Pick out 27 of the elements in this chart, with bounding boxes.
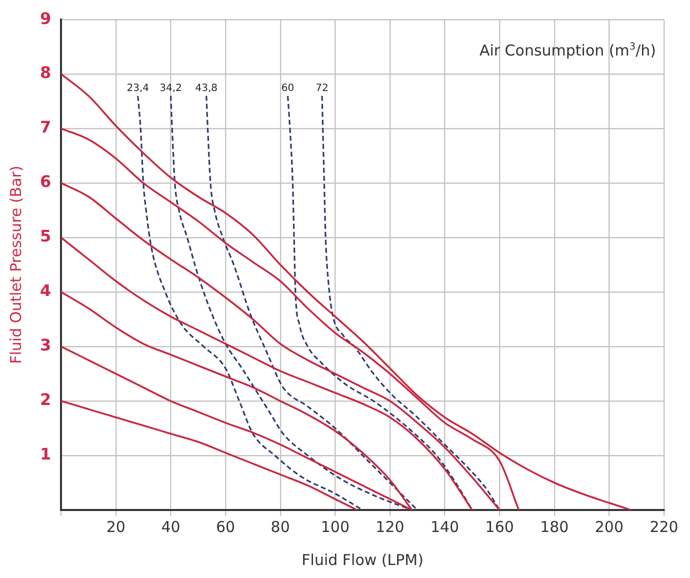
y-tick-label: 2 bbox=[40, 390, 52, 410]
y-tick-label: 3 bbox=[40, 336, 52, 355]
x-tick-label: 60 bbox=[216, 518, 236, 536]
y-tick-label: 9 bbox=[40, 8, 52, 28]
x-tick-label: 20 bbox=[106, 518, 126, 536]
x-tick-label: 80 bbox=[270, 518, 290, 536]
x-tick-label: 40 bbox=[161, 518, 180, 536]
x-tick-label: 100 bbox=[320, 518, 350, 536]
y-tick-label: 8 bbox=[40, 63, 52, 82]
series-label: 23,4 bbox=[126, 82, 149, 94]
x-tick-label: 200 bbox=[594, 518, 624, 536]
x-tick-label: 220 bbox=[650, 518, 678, 536]
y-tick-label: 4 bbox=[40, 281, 52, 300]
series-label: 43,8 bbox=[195, 82, 218, 94]
y-tick-label: 5 bbox=[40, 226, 52, 246]
series-label: 34,2 bbox=[160, 82, 182, 94]
x-axis-title: Fluid Flow (LPM) bbox=[302, 550, 424, 569]
y-axis-title: Fluid Outlet Pressure (Bar) bbox=[6, 166, 25, 364]
x-tick-label: 140 bbox=[430, 518, 460, 536]
x-tick-label: 180 bbox=[540, 518, 569, 536]
y-tick-label: 1 bbox=[40, 444, 52, 464]
series-label: 72 bbox=[316, 82, 328, 94]
y-tick-label: 6 bbox=[40, 172, 52, 192]
series-label: 60 bbox=[281, 82, 294, 94]
x-tick-label: 120 bbox=[376, 518, 404, 536]
x-tick-label: 160 bbox=[485, 518, 514, 536]
y-tick-label: 7 bbox=[40, 118, 52, 137]
